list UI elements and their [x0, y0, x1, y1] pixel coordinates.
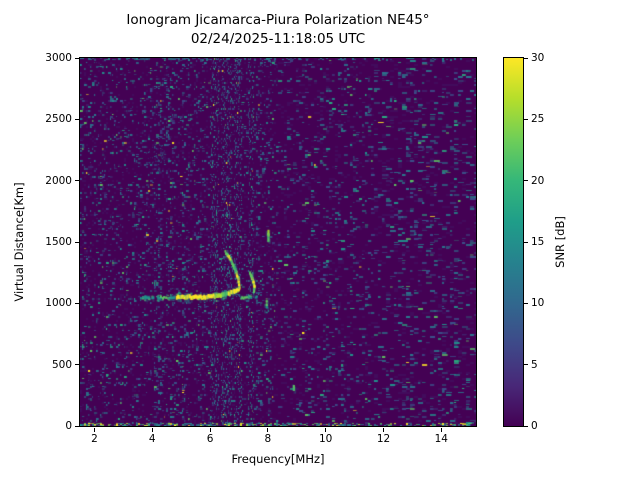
x-tick-mark [440, 428, 442, 432]
x-tick-mark [151, 428, 153, 432]
colorbar-tick-label: 5 [531, 358, 538, 371]
colorbar-tick-label: 20 [531, 174, 545, 187]
colorbar-tick-mark [524, 57, 528, 59]
y-tick-label: 1000 [45, 297, 72, 310]
colorbar-tick-label: 25 [531, 113, 545, 126]
x-tick-label: 4 [148, 433, 156, 445]
colorbar-tick-label: 10 [531, 297, 545, 310]
colorbar-tick-mark [524, 180, 528, 182]
x-tick-mark [325, 428, 327, 432]
x-tick-mark [383, 428, 384, 432]
colorbar [503, 57, 524, 427]
y-tick-mark [75, 118, 79, 120]
x-tick-label: 2 [91, 433, 98, 445]
x-tick-mark [93, 428, 95, 432]
colorbar-tick-mark [524, 241, 528, 243]
x-axis-label: Frequency[MHz] [231, 452, 325, 466]
chart-subtitle: 02/24/2025-11:18:05 UTC [190, 31, 366, 47]
y-tick-mark [75, 425, 79, 427]
colorbar-tick-mark [524, 364, 528, 366]
y-tick-label: 2000 [45, 174, 72, 187]
colorbar-tick-label: 15 [531, 236, 545, 248]
plot-area [79, 57, 477, 427]
colorbar-label: SNR [dB] [553, 216, 567, 268]
x-tick-mark [209, 428, 211, 432]
y-tick-mark [75, 302, 79, 304]
colorbar-tick-label: 30 [531, 52, 545, 64]
x-tick-mark [267, 428, 269, 432]
y-tick-label: 2500 [45, 113, 72, 126]
chart-title: Ionogram Jicamarca-Piura Polarization NE… [126, 12, 430, 28]
y-axis-label: Virtual Distance[Km] [12, 182, 26, 302]
x-tick-label: 6 [206, 433, 214, 445]
y-tick-label: 0 [65, 420, 72, 432]
x-tick-label: 10 [319, 433, 333, 445]
heatmap-canvas [80, 58, 476, 426]
x-tick-label: 8 [264, 433, 272, 445]
y-tick-mark [75, 180, 79, 182]
colorbar-gradient [504, 58, 523, 426]
colorbar-tick-mark [524, 118, 528, 120]
y-tick-mark [75, 241, 79, 243]
x-tick-label: 12 [376, 433, 391, 445]
x-tick-label: 14 [434, 433, 448, 445]
y-tick-label: 3000 [45, 52, 72, 64]
y-tick-mark [75, 57, 79, 59]
colorbar-tick-mark [524, 302, 528, 304]
y-tick-mark [75, 364, 79, 366]
colorbar-tick-label: 0 [531, 420, 538, 432]
y-tick-label: 500 [51, 358, 72, 371]
colorbar-tick-mark [524, 425, 528, 427]
y-tick-label: 1500 [45, 236, 72, 248]
